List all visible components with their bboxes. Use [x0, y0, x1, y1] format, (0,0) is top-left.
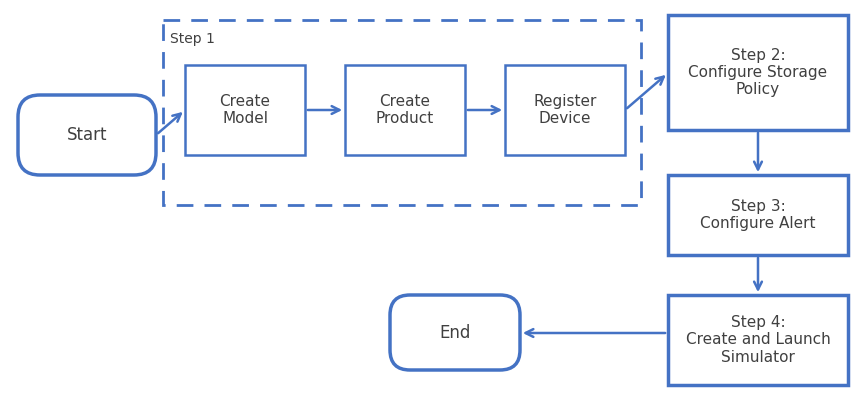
Text: End: End: [439, 323, 470, 342]
Bar: [668, 295, 848, 385]
Bar: [505, 65, 625, 155]
Bar: [668, 15, 848, 130]
Text: Create
Model: Create Model: [219, 94, 270, 126]
Text: Step 1: Step 1: [170, 32, 215, 46]
FancyBboxPatch shape: [18, 95, 156, 175]
Bar: [345, 65, 465, 155]
Bar: [668, 175, 848, 255]
Text: Start: Start: [66, 126, 107, 144]
Text: Register
Device: Register Device: [533, 94, 596, 126]
FancyBboxPatch shape: [390, 295, 520, 370]
Text: Step 2:
Configure Storage
Policy: Step 2: Configure Storage Policy: [689, 48, 828, 97]
Text: Step 3:
Configure Alert: Step 3: Configure Alert: [700, 199, 816, 231]
Bar: [185, 65, 305, 155]
Text: Create
Product: Create Product: [376, 94, 434, 126]
Text: Step 4:
Create and Launch
Simulator: Step 4: Create and Launch Simulator: [685, 315, 830, 365]
Bar: [163, 20, 641, 205]
